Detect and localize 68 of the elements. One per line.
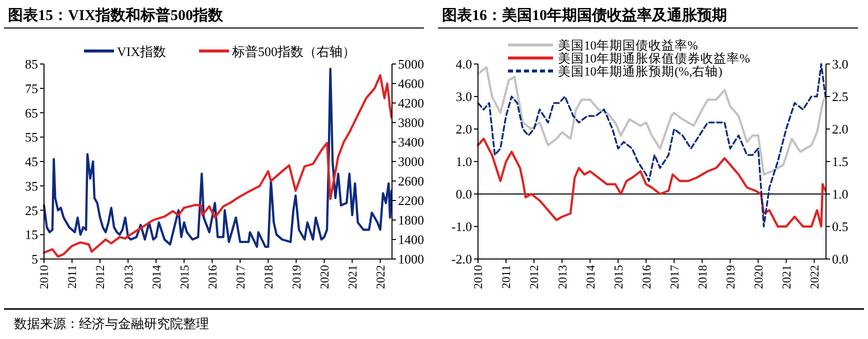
y2-tick-label: 2.0 — [832, 122, 848, 137]
x-tick-label: 2012 — [93, 265, 108, 289]
y2-tick-label: 3400 — [398, 134, 424, 150]
chart-title: 图表15：VIX指数和标普500指数 — [8, 6, 224, 24]
y-tick-label: -1.0 — [451, 219, 472, 234]
y-tick-label: 55 — [25, 130, 38, 145]
x-tick-label: 2013 — [121, 265, 136, 289]
legend-label: 美国10年期国债收益率% — [558, 38, 698, 52]
y-tick-label: 0.0 — [456, 186, 472, 202]
x-tick-label: 2020 — [751, 265, 766, 289]
y2-tick-label: 3000 — [398, 154, 424, 170]
legend-label: VIX指数 — [117, 44, 166, 59]
x-tick-label: 2014 — [149, 265, 164, 289]
y2-tick-label: 4600 — [398, 76, 424, 92]
x-tick-label: 2021 — [779, 265, 794, 289]
y2-tick-label: 2.5 — [832, 89, 848, 104]
chart-title: 图表16：美国10年期国债收益率及通胀预期 — [442, 6, 727, 24]
x-tick-label: 2014 — [583, 265, 598, 289]
y2-tick-label: 1000 — [398, 252, 424, 267]
y-tick-label: 3.0 — [456, 89, 472, 104]
x-tick-label: 2015 — [611, 265, 626, 289]
y2-tick-label: 1.0 — [832, 186, 848, 202]
x-tick-label: 2013 — [555, 265, 570, 289]
x-tick-label: 2020 — [317, 265, 332, 289]
legend-label: 标普500指数（右轴） — [231, 44, 356, 59]
y-tick-label: 45 — [25, 154, 38, 170]
y2-tick-label: 1400 — [398, 232, 424, 248]
x-tick-label: 2017 — [233, 265, 248, 289]
y2-tick-label: 2600 — [398, 174, 424, 189]
x-tick-label: 2017 — [667, 265, 682, 289]
x-tick-label: 2019 — [289, 265, 304, 289]
y2-tick-label: 3.0 — [832, 56, 848, 72]
x-tick-label: 2016 — [205, 265, 220, 289]
source-note: 数据来源：经济与金融研究院整理 — [14, 316, 209, 331]
x-tick-label: 2015 — [177, 265, 192, 289]
y-tick-label: 85 — [25, 56, 38, 72]
y-tick-label: 75 — [25, 80, 38, 96]
x-tick-label: 2022 — [373, 265, 388, 289]
x-tick-label: 2016 — [639, 265, 654, 289]
y-tick-label: 25 — [25, 202, 38, 218]
x-tick-label: 2010 — [471, 265, 486, 289]
y-tick-label: 5 — [32, 252, 38, 267]
x-tick-label: 2019 — [723, 265, 738, 289]
x-tick-label: 2022 — [807, 265, 822, 289]
y2-tick-label: 4200 — [398, 96, 424, 111]
y2-tick-label: 1800 — [398, 212, 424, 228]
y-tick-label: -2.0 — [451, 252, 472, 267]
x-tick-label: 2011 — [499, 265, 514, 289]
y-tick-label: 1.0 — [456, 154, 472, 170]
x-tick-label: 2011 — [65, 265, 80, 289]
y2-tick-label: 0.0 — [832, 252, 848, 267]
y2-tick-label: 0.5 — [832, 219, 848, 234]
x-tick-label: 2018 — [695, 265, 710, 289]
y-tick-label: 35 — [25, 178, 38, 194]
y-tick-label: 2.0 — [456, 122, 472, 137]
legend-label: 美国10年期通胀保值债券收益率% — [558, 50, 750, 66]
x-tick-label: 2021 — [345, 265, 360, 289]
x-tick-label: 2018 — [261, 265, 276, 289]
y2-tick-label: 1.5 — [832, 154, 848, 170]
legend-label: 美国10年期通胀预期(%,右轴) — [558, 64, 722, 78]
y2-tick-label: 5000 — [398, 56, 424, 72]
y2-tick-label: 2200 — [398, 193, 424, 208]
x-tick-label: 2010 — [37, 265, 52, 289]
y2-tick-label: 3800 — [398, 115, 424, 130]
y-tick-label: 15 — [25, 227, 38, 242]
y-tick-label: 65 — [25, 105, 38, 120]
y-tick-label: 4.0 — [456, 56, 472, 72]
x-tick-label: 2012 — [527, 265, 542, 289]
